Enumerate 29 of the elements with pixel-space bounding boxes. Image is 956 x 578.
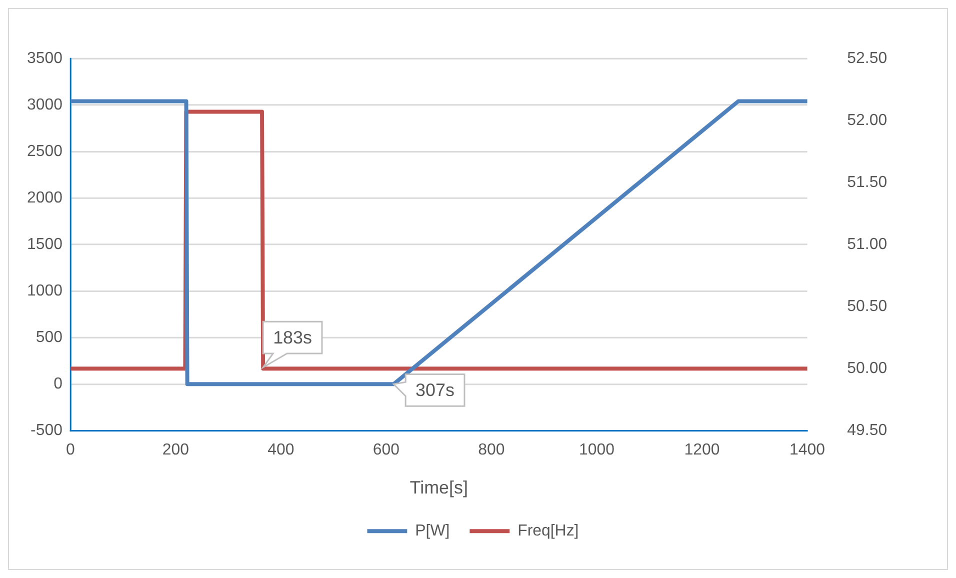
y-tick-label: 3000: [26, 96, 63, 114]
y2-tick-label: 51.00: [847, 236, 888, 253]
x-tick-label: 1000: [579, 442, 615, 459]
x-tick-label: 200: [162, 442, 190, 459]
x-axis-title: Time[s]: [410, 477, 468, 498]
x-tick-label: 1400: [790, 442, 826, 459]
y-tick-label: 2000: [26, 189, 63, 206]
y2-tick-label: 50.00: [847, 360, 888, 378]
y-tick-label: -500: [30, 422, 63, 440]
x-tick-label: 800: [478, 442, 505, 459]
y2-tick-label: 50.50: [847, 298, 888, 315]
y2-tick-label: 49.50: [847, 422, 888, 440]
y2-tick-label: 52.00: [847, 112, 888, 129]
legend-label: P[W]: [415, 522, 450, 540]
y2-tick-label: 52.50: [847, 50, 888, 67]
y-tick-label: 1500: [26, 236, 63, 253]
x-tick-label: 0: [66, 442, 76, 459]
y-tick-label: 2500: [26, 142, 63, 160]
y-tick-label: 3500: [26, 50, 63, 67]
annotation: 183s: [273, 327, 312, 348]
legend-label: Freq[Hz]: [518, 522, 579, 540]
y-tick-label: 1000: [26, 282, 63, 300]
y-tick-label: 0: [54, 376, 63, 393]
annotation: 307s: [416, 380, 455, 400]
x-tick-label: 1200: [684, 442, 720, 459]
x-tick-label: 600: [372, 442, 400, 459]
x-tick-label: 400: [268, 442, 294, 459]
y-tick-label: 500: [36, 329, 63, 346]
y2-tick-label: 51.50: [847, 174, 888, 191]
